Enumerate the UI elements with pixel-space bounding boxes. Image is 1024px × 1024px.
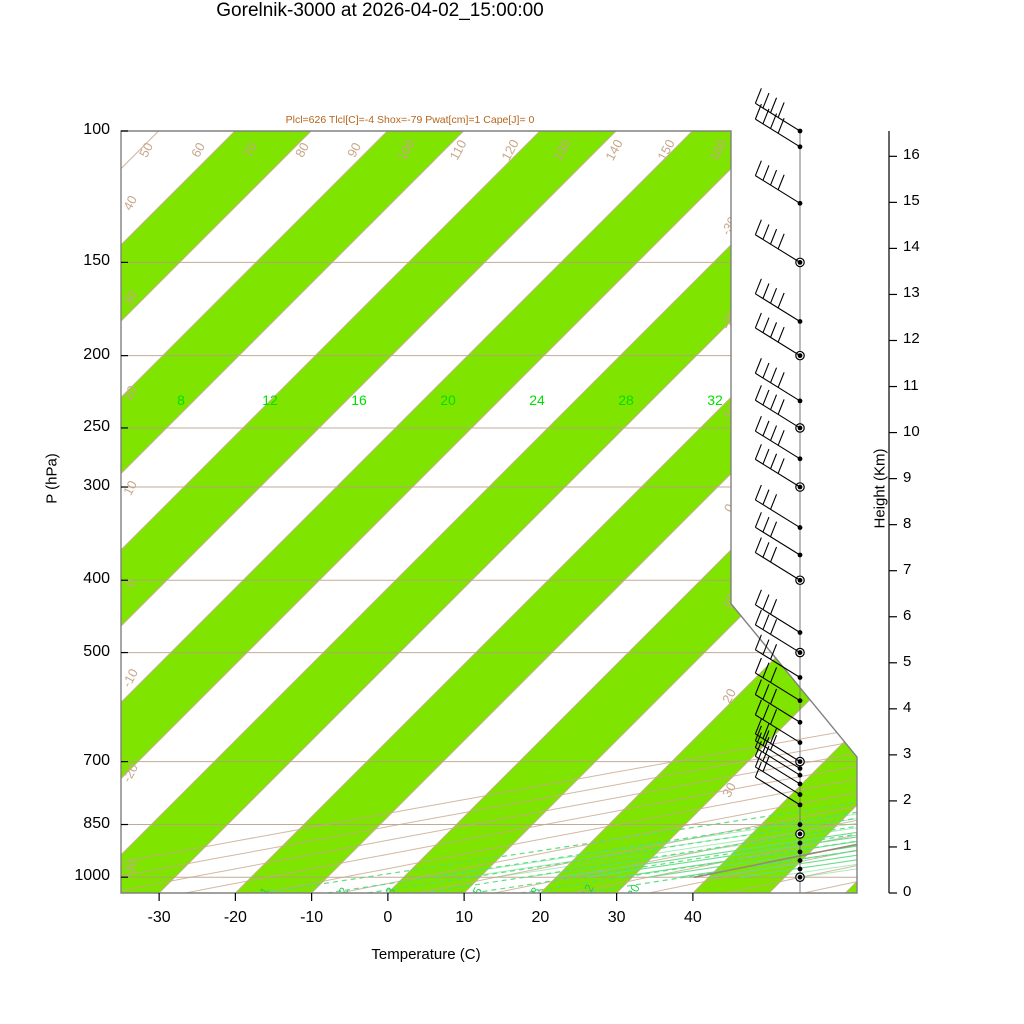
temperature-tick-label: -20 xyxy=(223,909,247,926)
height-tick-label: 14 xyxy=(903,238,920,256)
dry-adiabat-label: 60 xyxy=(188,140,208,160)
height-tick-label: 7 xyxy=(903,560,912,578)
figure-subtitle: Plcl=626 Tlcl[C]=-4 Shox=-79 Pwat[cm]=1 … xyxy=(285,114,535,126)
temperature-tick-label: 40 xyxy=(683,909,702,926)
height-tick-label: 4 xyxy=(903,698,912,716)
moist-adiabat-label: 12 xyxy=(262,392,278,408)
dry-adiabat-label: 80 xyxy=(292,140,312,160)
mixing-ratio-label: 1 xyxy=(257,885,273,898)
pressure-tick-label: 100 xyxy=(83,121,110,138)
isotherm-label-right: -30 xyxy=(718,214,740,238)
pressure-tick-label: 500 xyxy=(83,642,110,660)
moist-adiabat-label: 32 xyxy=(707,392,723,408)
pressure-tick-label: 850 xyxy=(83,814,110,832)
height-tick-label: 11 xyxy=(903,376,919,394)
height-tick-label: 16 xyxy=(903,146,920,164)
mixing-ratio-label: 2 xyxy=(336,885,352,898)
mixing-ratio-label: 5 xyxy=(470,885,486,898)
height-tick-label: 9 xyxy=(903,468,912,486)
pressure-tick-label: 300 xyxy=(83,477,110,495)
height-tick-label: 12 xyxy=(903,330,920,348)
mixing-ratio-label: 12 xyxy=(578,882,597,901)
height-tick-label: 2 xyxy=(903,790,912,808)
isotherm-label-right: 30 xyxy=(719,780,739,800)
temperature-tick-label: 10 xyxy=(455,909,474,926)
mixing-ratio-label: 3 xyxy=(383,885,399,898)
isotherm-label-left: 10 xyxy=(120,478,140,498)
moist-adiabat-label: 20 xyxy=(440,392,456,408)
pressure-tick-label: 150 xyxy=(83,252,110,270)
pressure-tick-label: 400 xyxy=(83,570,110,588)
height-tick-label: 6 xyxy=(903,606,912,624)
moist-adiabat-label: 16 xyxy=(351,392,367,408)
mixing-ratio-label: 8 xyxy=(528,885,544,898)
height-tick-label: 15 xyxy=(903,192,920,210)
height-tick-label: 8 xyxy=(903,514,912,532)
temperature-tick-label: 0 xyxy=(383,909,393,926)
temperature-tick-label: -30 xyxy=(147,909,171,926)
isotherm-label-right: 20 xyxy=(719,686,739,706)
moist-adiabat-label: 24 xyxy=(529,392,545,408)
pressure-tick-label: 700 xyxy=(83,751,110,769)
height-tick-label: 0 xyxy=(903,883,912,900)
temperature-tick-label: -10 xyxy=(300,909,324,926)
mixing-ratio-label: 20 xyxy=(624,882,643,901)
isotherm-label-left: 30 xyxy=(120,288,140,308)
moist-adiabat-label: 8 xyxy=(177,392,185,408)
temperature-tick-label: 30 xyxy=(607,909,626,926)
height-tick-label: 3 xyxy=(903,744,912,762)
height-tick-label: 5 xyxy=(903,652,912,670)
dry-adiabat-label: 50 xyxy=(136,140,156,160)
isotherm-label-left: 20 xyxy=(120,383,140,403)
isotherm-label-left: 40 xyxy=(120,193,140,213)
pressure-tick-label: 200 xyxy=(83,345,110,363)
x-axis-label: Temperature (C) xyxy=(371,946,481,963)
pressure-tick-label: 1000 xyxy=(74,867,110,885)
isotherm-label-right: 0 xyxy=(721,501,738,514)
height-tick-label: 13 xyxy=(903,284,920,302)
height-tick-label: 10 xyxy=(903,422,920,440)
dry-adiabat-label: 90 xyxy=(344,140,364,160)
temperature-tick-label: 20 xyxy=(531,909,550,926)
dry-adiabat-label: 70 xyxy=(240,140,260,160)
height-tick-label: 1 xyxy=(903,836,912,854)
moist-adiabat-label: 28 xyxy=(618,392,634,408)
figure-title: Gorelnik-3000 at 2026-04-02_15:00:00 xyxy=(216,0,544,21)
pressure-tick-label: 250 xyxy=(83,417,110,435)
